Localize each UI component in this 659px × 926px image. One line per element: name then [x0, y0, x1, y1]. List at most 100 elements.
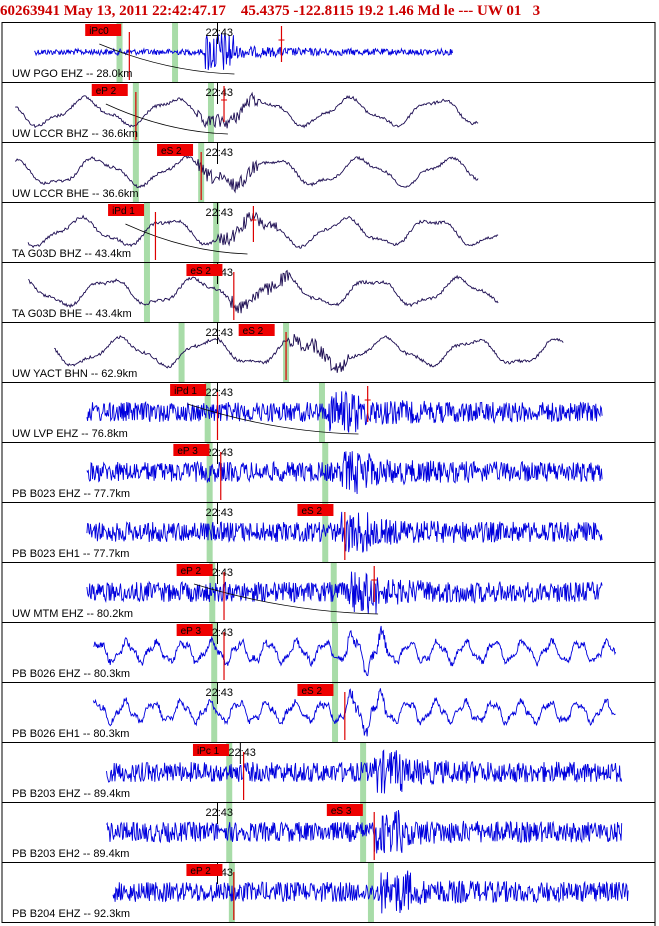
time-tick-label: 22:43	[205, 147, 233, 159]
phase-band	[213, 263, 220, 322]
time-tick-label: 22:43	[205, 387, 233, 399]
waveform	[27, 269, 499, 314]
time-tick-label: 22:43	[205, 807, 233, 819]
event-id: 60263941	[0, 3, 60, 19]
phase-band	[209, 563, 216, 622]
trace-row: 22:43 eP 3 PB B023 EHZ -- 77.7km	[1, 442, 656, 503]
coda-curve	[193, 583, 379, 615]
pick-box	[192, 744, 229, 756]
station-label: UW LCCR BHZ -- 36.6km	[12, 128, 138, 140]
pick-label: eS 2	[301, 686, 322, 697]
pick-label: eS 2	[301, 506, 322, 517]
waveform	[34, 31, 453, 71]
station-label: PB B023 EHZ -- 77.7km	[12, 488, 130, 500]
station-label: UW PGO EHZ -- 28.0km	[12, 68, 132, 80]
pick-label: eS 2	[161, 146, 182, 157]
waveform	[86, 571, 603, 614]
waveform	[27, 211, 499, 249]
pick-label: eP 2	[181, 566, 202, 577]
station-label: PB B023 EH1 -- 77.7km	[12, 548, 129, 560]
trace-row: 22:43 iPc 1 PB B203 EHZ -- 89.4km	[1, 742, 656, 803]
station-label: UW LVP EHZ -- 76.8km	[12, 428, 128, 440]
time-tick-label: 22:43	[205, 327, 233, 339]
phase-band	[178, 323, 185, 382]
phase-band	[206, 503, 213, 562]
phase-band	[211, 683, 218, 742]
waveform	[86, 451, 603, 495]
waveform	[106, 749, 623, 794]
time-tick-label: 22:43	[205, 207, 233, 219]
trace-row: 22:43 iPd 1 TA G03D BHZ -- 43.4km	[1, 202, 656, 263]
station-label: PB B204 EHZ -- 92.3km	[12, 908, 130, 920]
pick-box	[186, 264, 223, 276]
trace-row: 22:43 eS 3 PB B203 EH2 -- 89.4km	[1, 802, 656, 863]
phase-band	[318, 383, 325, 442]
pick-label: eP 2	[190, 866, 211, 877]
waveform	[92, 688, 616, 737]
event-suffix: 3	[532, 3, 541, 19]
waveform	[14, 155, 479, 194]
pick-box	[297, 684, 334, 696]
pick-label: iPd 1	[112, 206, 135, 217]
trace-row: 22:43 iPc0 UW PGO EHZ -- 28.0km	[1, 22, 656, 83]
waveform	[106, 809, 623, 854]
waveform	[112, 870, 629, 914]
phase-band	[132, 143, 139, 202]
phase-band	[116, 23, 123, 82]
coda-curve	[125, 223, 248, 255]
station-label: UW MTM EHZ -- 80.2km	[12, 608, 133, 620]
pick-box	[297, 504, 334, 516]
phase-band	[226, 803, 233, 862]
phase-band	[207, 83, 214, 142]
event-header: 60263941 May 13, 2011 22:42:47.17 45.437…	[0, 0, 659, 22]
pick-box	[173, 444, 210, 456]
event-datetime: May 13, 2011 22:42:47.17	[63, 3, 226, 19]
pick-label: eP 3	[181, 626, 202, 637]
phase-band	[143, 263, 150, 322]
pick-label: eP 2	[96, 86, 117, 97]
pick-box	[91, 84, 128, 96]
pick-label: eP 3	[177, 446, 198, 457]
waveform	[93, 625, 617, 677]
time-tick-label: 22:43	[228, 747, 256, 759]
pick-label: iPc 1	[197, 746, 220, 757]
pick-box	[170, 384, 207, 396]
coda-curve	[105, 103, 228, 135]
station-label: PB B203 EH2 -- 89.4km	[12, 848, 129, 860]
pick-label: eS 3	[331, 806, 352, 817]
pick-label: iPd 1	[174, 386, 197, 397]
pick-box	[108, 204, 145, 216]
pick-label: iPc0	[89, 26, 109, 37]
trace-row: 22:43 eS 2 UW LCCR BHE -- 36.6km	[1, 142, 656, 203]
phase-band	[330, 563, 337, 622]
time-tick-label: 22:43	[205, 447, 233, 459]
station-label: PB B026 EH1 -- 80.3km	[12, 728, 129, 740]
time-tick-label: 22:43	[205, 507, 233, 519]
phase-band	[213, 203, 220, 262]
coda-curve	[187, 403, 359, 435]
pick-box	[238, 324, 275, 336]
time-tick-label: 22:43	[205, 687, 233, 699]
time-tick-label: 22:43	[205, 27, 233, 39]
pick-label: eS 2	[243, 326, 264, 337]
phase-band	[172, 23, 179, 82]
station-label: PB B203 EHZ -- 89.4km	[12, 788, 130, 800]
phase-band	[204, 383, 211, 442]
pick-box	[157, 144, 194, 156]
coda-curve	[99, 43, 235, 75]
pick-box	[326, 804, 363, 816]
pick-box	[176, 624, 213, 636]
pick-box	[186, 864, 223, 876]
waveform	[54, 333, 564, 373]
station-label: TA G03D BHE -- 43.4km	[12, 308, 132, 320]
time-tick-label: 22:43	[205, 87, 233, 99]
trace-row: 22:43 iPd 1 UW LVP EHZ -- 76.8km	[1, 382, 656, 443]
pick-label: eS 2	[190, 266, 211, 277]
phase-band	[332, 623, 339, 682]
event-location: 45.4375 -122.8115 19.2 1.46 Md le --- UW…	[240, 3, 522, 19]
pick-box	[85, 24, 122, 36]
phase-band	[143, 203, 150, 262]
